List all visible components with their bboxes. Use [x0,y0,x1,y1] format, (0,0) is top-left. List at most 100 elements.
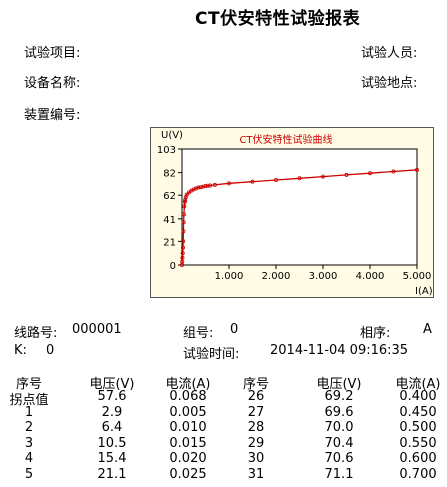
test-time-value: 2014-11-04 09:16:35 [270,343,409,358]
cell-voltage: 15.4 [97,451,127,467]
cell-index: 5 [24,467,34,482]
header-current: 电流(A) [165,377,211,392]
y-tick-label: 21 [163,237,176,248]
cell-index: 2 [24,420,34,436]
x-tick-label: 1.000 [215,271,244,282]
data-point [320,174,325,179]
y-tick-label: 62 [163,191,176,202]
test-time-label: 试验时间: [183,347,240,362]
cell-current: 0.010 [169,420,207,436]
data-point [191,187,196,192]
data-point [180,259,185,264]
cell-index: 拐点值 [9,393,49,408]
cell-voltage-2: 70.6 [324,451,354,467]
y-tick-label: 0 [170,261,176,272]
header-voltage-2: 电压(V) [316,377,362,392]
voltage-current-chart: CT伏安特性试验曲线 U(V) I(A) 103 82 62 41 21 0 1.000 2.000… [157,130,433,297]
cell-index-2: 31 [247,467,265,482]
device-no-label: 装置编号: [24,108,81,123]
data-point [212,182,217,187]
data-point [181,220,186,225]
cell-current: 0.005 [169,404,207,420]
data-point [227,181,232,186]
cell-current: 0.020 [169,451,207,467]
x-tick-label: 5.000 [403,271,432,282]
line-no-value: 000001 [72,322,122,337]
x-tick-label: 3.000 [309,271,338,282]
cell-voltage-2: 70.0 [324,420,354,436]
group-value: 0 [230,322,239,337]
cell-index-2: 30 [247,451,265,467]
y-tick-label: 103 [157,145,176,156]
data-point [181,212,186,217]
group-label: 组号: [183,326,214,341]
cell-voltage: 10.5 [97,435,127,451]
data-point [183,198,188,203]
cell-index: 1 [24,404,34,420]
data-point [181,239,186,244]
data-point [208,183,213,188]
tester-label: 试验人员: [361,46,418,61]
cell-voltage: 6.4 [101,420,123,436]
cell-voltage-2: 71.1 [324,467,354,482]
cell-voltage: 21.1 [97,467,127,482]
data-point [205,183,210,188]
x-tick-label: 2.000 [262,271,291,282]
cell-current-2: 0.400 [399,389,437,404]
data-point [180,251,185,256]
y-tick-label: 82 [163,169,176,180]
y-tick-label: 41 [163,215,176,226]
data-point [182,204,187,209]
cell-voltage-2: 70.4 [324,435,354,451]
header-current-2: 电流(A) [395,377,441,392]
cell-index-2: 28 [247,420,265,436]
cell-voltage: 2.9 [101,404,123,420]
chart-panel: CT伏安特性试验曲线 U(V) I(A) 103 82 62 41 21 0 1.000 2.000… [150,127,434,298]
cell-voltage-2: 69.2 [324,389,354,404]
x-tick-label: 4.000 [356,271,385,282]
report-title: CT伏安特性试验报表 [195,9,361,29]
k-value: 0 [46,343,55,358]
cell-current: 0.068 [169,389,207,404]
data-point [184,192,189,197]
cell-index-2: 27 [247,404,265,420]
phase-value: A [423,322,432,337]
cell-current-2: 0.600 [399,451,437,467]
data-point [250,179,255,184]
data-point [180,255,185,260]
cell-current-2: 0.700 [399,467,437,482]
cell-current: 0.025 [169,467,207,482]
k-label: K: [14,343,27,358]
data-point [414,167,419,172]
x-axis-label: I(A) [415,286,433,297]
cell-index: 4 [24,451,34,467]
y-axis-label: U(V) [161,130,183,141]
data-point [196,185,201,190]
line-no-label: 线路号: [14,326,58,341]
cell-index-2: 26 [247,389,265,404]
cell-current-2: 0.500 [399,420,437,436]
cell-index: 3 [24,435,34,451]
cell-index-2: 29 [247,435,265,451]
cell-current-2: 0.450 [399,404,437,420]
cell-current-2: 0.550 [399,435,437,451]
data-point [297,176,302,181]
header-index: 序号 [15,377,42,392]
chart-title: CT伏安特性试验曲线 [239,133,332,146]
cell-voltage: 57.6 [97,389,127,404]
plot-area [181,148,418,266]
data-point [367,171,372,176]
data-point [201,184,206,189]
data-point [180,245,185,250]
data-point [391,169,396,174]
header-index-2: 序号 [242,377,269,392]
device-name-label: 设备名称: [24,76,81,91]
header-voltage: 电压(V) [89,377,135,392]
data-point [182,199,187,204]
cell-current: 0.015 [169,435,207,451]
data-point [203,184,208,189]
data-point [181,229,186,234]
data-point [344,172,349,177]
data-point [274,177,279,182]
phase-label: 相序: [360,326,391,341]
